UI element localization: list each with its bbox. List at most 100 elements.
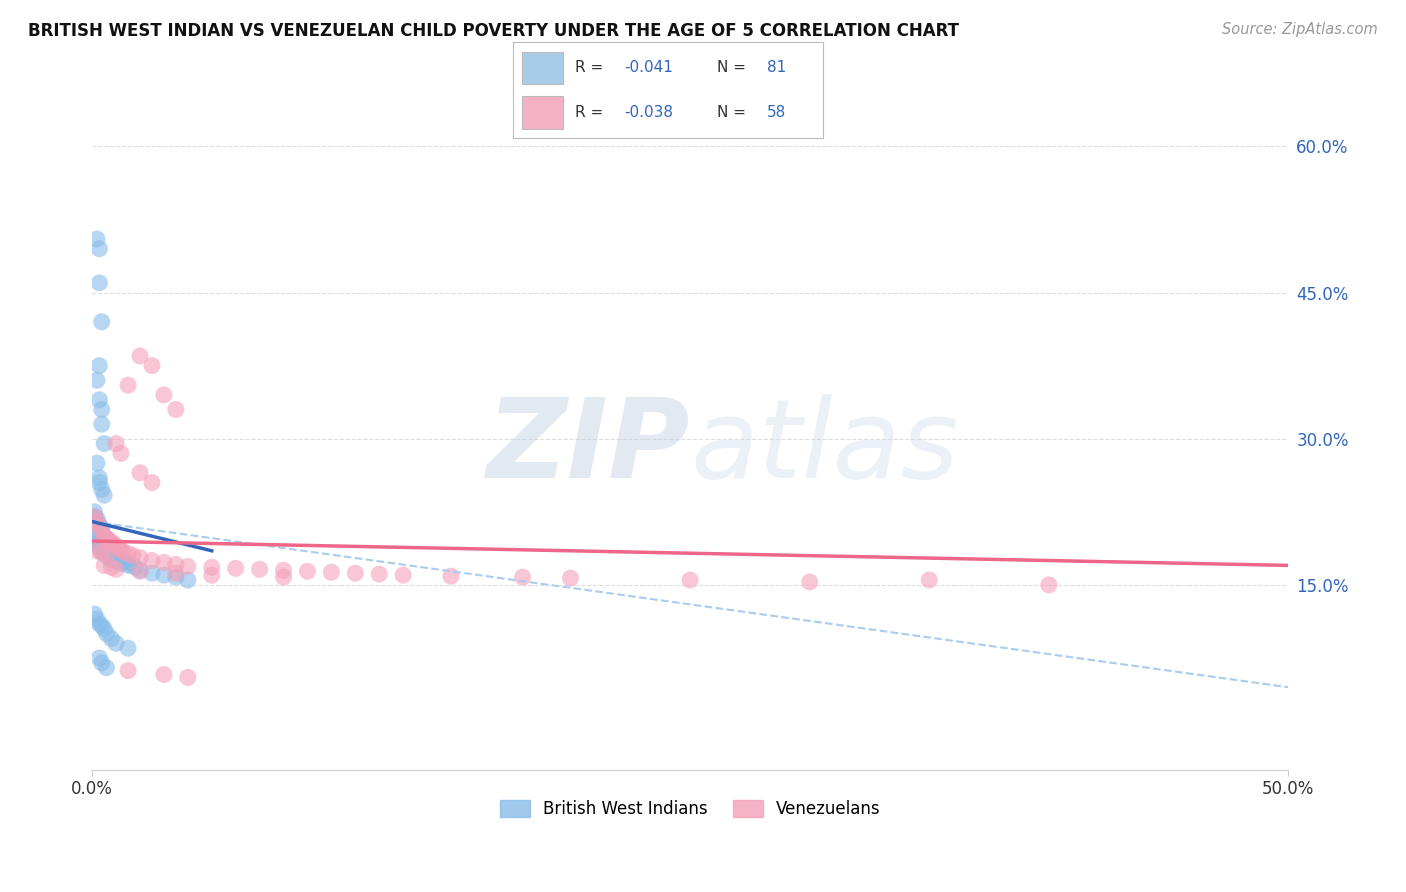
Point: [90, 543, 112, 558]
Point: [1038, 578, 1060, 592]
Point: [249, 562, 271, 576]
Text: Source: ZipAtlas.com: Source: ZipAtlas.com: [1222, 22, 1378, 37]
Point: [86, 612, 108, 626]
Point: [129, 466, 152, 480]
Point: [153, 556, 176, 570]
Point: [121, 549, 143, 563]
Point: [153, 388, 176, 402]
Point: [86, 543, 108, 558]
Text: -0.041: -0.041: [624, 61, 673, 76]
Point: [110, 552, 132, 566]
Point: [96, 537, 118, 551]
Point: [117, 547, 139, 561]
Point: [103, 537, 125, 551]
Point: [368, 567, 391, 582]
Text: N =: N =: [717, 104, 751, 120]
Point: [110, 542, 132, 557]
Point: [165, 558, 187, 572]
Point: [86, 515, 108, 529]
Point: [105, 549, 128, 563]
Point: [165, 402, 187, 417]
Point: [97, 550, 120, 565]
Point: [86, 373, 108, 387]
Point: [100, 632, 122, 646]
Point: [177, 670, 200, 684]
Text: atlas: atlas: [690, 393, 959, 500]
Point: [107, 541, 129, 555]
Point: [83, 509, 105, 524]
Point: [89, 519, 111, 533]
Point: [129, 349, 152, 363]
Point: [392, 568, 415, 582]
Point: [100, 560, 122, 574]
Point: [86, 511, 108, 525]
Point: [90, 483, 112, 497]
Point: [86, 537, 108, 551]
Text: R =: R =: [575, 61, 609, 76]
Point: [105, 562, 128, 576]
Point: [90, 315, 112, 329]
Point: [89, 616, 111, 631]
Point: [153, 568, 176, 582]
Point: [90, 656, 112, 670]
Point: [105, 636, 128, 650]
Point: [96, 534, 118, 549]
Point: [83, 529, 105, 543]
Point: [201, 560, 224, 574]
Point: [560, 571, 582, 585]
Point: [103, 546, 125, 560]
Point: [96, 626, 118, 640]
Text: 81: 81: [766, 61, 786, 76]
Point: [89, 541, 111, 555]
Text: N =: N =: [717, 61, 751, 76]
Legend: British West Indians, Venezuelans: British West Indians, Venezuelans: [494, 793, 887, 825]
Point: [90, 524, 112, 539]
Point: [93, 558, 115, 573]
Point: [129, 563, 152, 577]
Point: [105, 554, 128, 568]
Point: [107, 550, 129, 565]
Point: [89, 517, 111, 532]
Point: [93, 546, 115, 560]
Point: [90, 417, 112, 431]
Point: [165, 566, 187, 581]
Point: [440, 569, 463, 583]
Point: [93, 436, 115, 450]
Point: [96, 548, 118, 562]
Point: [110, 557, 132, 571]
Point: [100, 552, 122, 566]
Point: [141, 359, 163, 373]
Point: [96, 549, 118, 563]
Point: [177, 573, 200, 587]
Point: [141, 475, 163, 490]
Point: [93, 488, 115, 502]
Point: [273, 563, 295, 577]
Point: [112, 554, 135, 568]
Point: [90, 524, 112, 539]
Point: [93, 531, 115, 545]
Point: [83, 531, 105, 545]
Point: [153, 667, 176, 681]
Point: [93, 529, 115, 543]
Point: [86, 515, 108, 529]
Point: [100, 535, 122, 549]
Point: [344, 566, 367, 581]
Point: [100, 543, 122, 558]
Point: [117, 664, 139, 678]
Point: [86, 232, 108, 246]
Point: [117, 557, 139, 571]
Bar: [523, 95, 562, 128]
Point: [105, 539, 128, 553]
Bar: [523, 52, 562, 85]
Text: BRITISH WEST INDIAN VS VENEZUELAN CHILD POVERTY UNDER THE AGE OF 5 CORRELATION C: BRITISH WEST INDIAN VS VENEZUELAN CHILD …: [28, 22, 959, 40]
Point: [679, 573, 702, 587]
Text: R =: R =: [575, 104, 609, 120]
Point: [89, 651, 111, 665]
Point: [89, 242, 111, 256]
Point: [177, 559, 200, 574]
Point: [86, 534, 108, 549]
Point: [83, 505, 105, 519]
Point: [297, 564, 319, 578]
Point: [141, 553, 163, 567]
Point: [110, 446, 132, 460]
